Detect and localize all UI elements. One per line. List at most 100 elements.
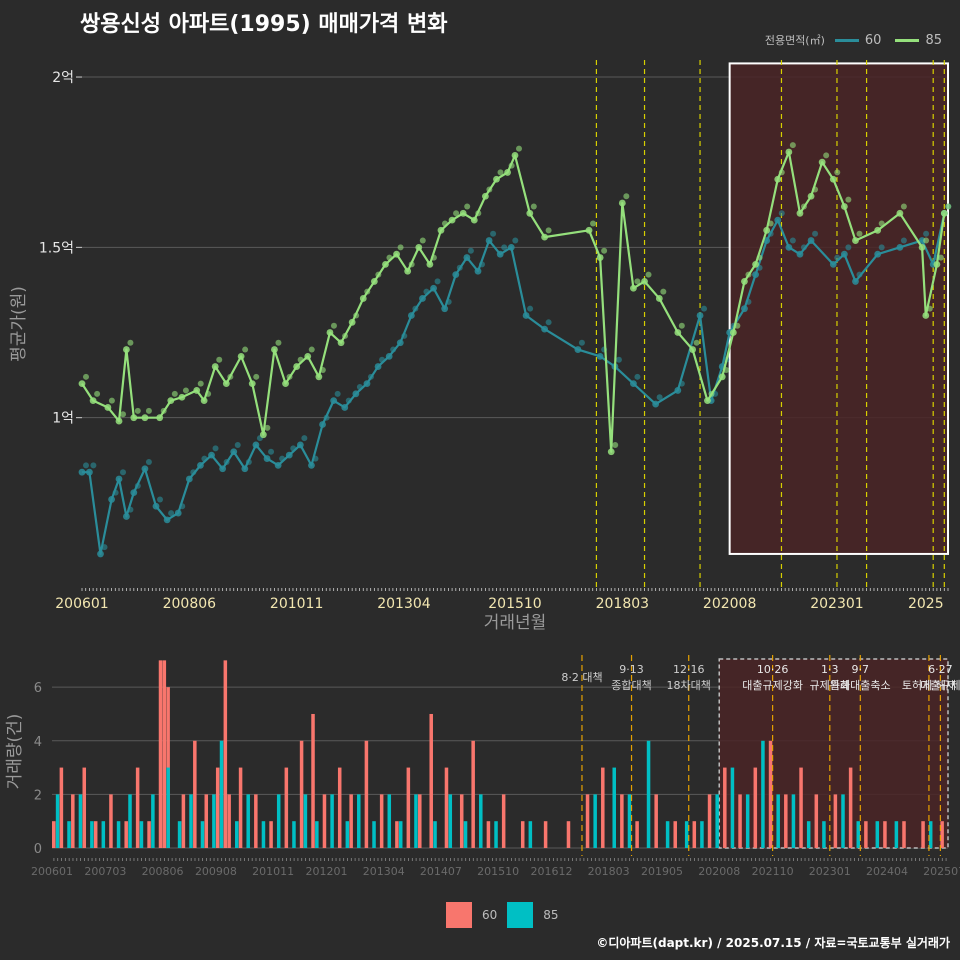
series-point-60 (441, 305, 449, 313)
bottom-y-tick-label: 6 (34, 681, 42, 696)
series-point-60 (352, 390, 360, 398)
volume-bar-85 (177, 821, 182, 848)
series-point-extra-60 (223, 458, 230, 465)
series-point-60 (674, 387, 682, 394)
volume-bar-85 (841, 794, 845, 848)
series-point-extra-85 (601, 247, 608, 254)
bottom-x-tick-label: 202507 (923, 865, 960, 878)
series-point-extra-60 (112, 489, 119, 496)
series-point-85 (818, 158, 826, 166)
bottom-x-tick-label: 200601 (31, 865, 73, 878)
series-point-60 (123, 513, 130, 520)
series-point-85 (282, 380, 289, 388)
series-point-extra-85 (590, 220, 597, 227)
series-point-extra-60 (456, 264, 463, 271)
series-point-85 (718, 373, 726, 381)
legend-bottom-label-85: 85 (543, 908, 559, 922)
event-annotation: 종합대책 (611, 679, 651, 692)
volume-bar-85 (791, 794, 796, 848)
bottom-x-tick-label: 202404 (866, 865, 908, 878)
bottom-y-axis-title: 거래량(건) (5, 714, 25, 790)
series-point-85 (156, 414, 164, 422)
series-point-60 (696, 312, 704, 319)
series-point-60 (108, 496, 116, 503)
series-point-85 (922, 312, 930, 319)
volume-bar-60 (673, 821, 677, 848)
series-point-extra-60 (789, 237, 796, 244)
volume-bar-85 (387, 794, 392, 848)
bottom-x-tick-label: 201612 (530, 865, 572, 878)
series-point-extra-60 (701, 305, 708, 312)
volume-bar-60 (395, 821, 399, 848)
series-point-60 (152, 502, 160, 510)
x-axis-title: 거래년월 (484, 613, 547, 633)
series-point-85 (415, 243, 423, 251)
series-point-extra-60 (101, 544, 108, 551)
series-point-85 (852, 237, 859, 244)
volume-bar-85 (357, 794, 361, 848)
series-point-extra-60 (923, 230, 930, 237)
series-point-60 (541, 325, 549, 333)
series-point-85 (796, 209, 804, 217)
volume-bar-85 (528, 821, 533, 848)
series-point-60 (829, 260, 837, 268)
series-point-85 (141, 414, 149, 422)
volume-bar-60 (109, 794, 113, 848)
volume-bar-60 (940, 821, 944, 848)
series-point-85 (104, 404, 112, 411)
series-point-extra-60 (445, 298, 452, 305)
series-point-extra-85 (330, 322, 337, 329)
series-point-60 (452, 271, 460, 279)
series-point-extra-85 (937, 254, 944, 261)
series-point-85 (167, 397, 175, 405)
series-point-85 (404, 267, 412, 275)
volume-bar-60 (124, 821, 128, 848)
series-point-85 (448, 216, 456, 224)
series-point-85 (304, 352, 312, 360)
series-point-extra-60 (201, 455, 208, 462)
volume-bar-85 (700, 821, 704, 848)
series-point-60 (78, 468, 86, 476)
bottom-x-tick-label: 202110 (752, 865, 794, 878)
volume-bar-60 (379, 794, 384, 848)
series-point-extra-85 (108, 397, 115, 404)
series-point-extra-60 (90, 462, 97, 469)
volume-bar-85 (90, 821, 94, 848)
x-tick-label: 202008 (703, 596, 756, 612)
series-point-extra-85 (182, 387, 189, 394)
series-point-extra-85 (745, 271, 752, 278)
series-point-85 (123, 346, 130, 353)
volume-bar-60 (349, 794, 353, 848)
series-point-60 (774, 216, 782, 224)
volume-bar-60 (543, 821, 548, 848)
x-tick-label: 202301 (810, 596, 863, 612)
legend-label-85: 85 (925, 32, 942, 48)
volume-bar-60 (635, 821, 639, 848)
series-point-60 (230, 448, 238, 456)
bottom-x-tick-label: 201011 (252, 865, 294, 878)
series-point-60 (241, 465, 249, 473)
series-point-extra-85 (800, 203, 807, 210)
event-annotation: 특례대출축소 (830, 679, 891, 692)
volume-bar-85 (276, 794, 281, 848)
series-point-60 (130, 489, 138, 497)
volume-bar-85 (315, 821, 319, 848)
series-point-85 (763, 226, 771, 234)
series-point-extra-60 (615, 356, 622, 363)
series-point-extra-60 (856, 271, 863, 278)
highlight-region (728, 62, 950, 555)
series-point-extra-85 (453, 210, 460, 217)
series-point-85 (259, 431, 267, 439)
volume-bar-85 (730, 767, 735, 848)
bottom-x-tick-label: 201803 (588, 865, 630, 878)
series-point-60 (752, 271, 759, 279)
event-annotation: 9·7 (852, 663, 870, 676)
series-point-60 (430, 284, 437, 292)
volume-bar-60 (93, 821, 98, 848)
series-point-extra-85 (923, 237, 930, 244)
series-point-extra-60 (545, 319, 552, 326)
series-point-extra-85 (264, 424, 271, 431)
volume-bar-60 (429, 713, 433, 848)
volume-bar-60 (59, 767, 64, 848)
series-point-extra-60 (401, 332, 408, 339)
